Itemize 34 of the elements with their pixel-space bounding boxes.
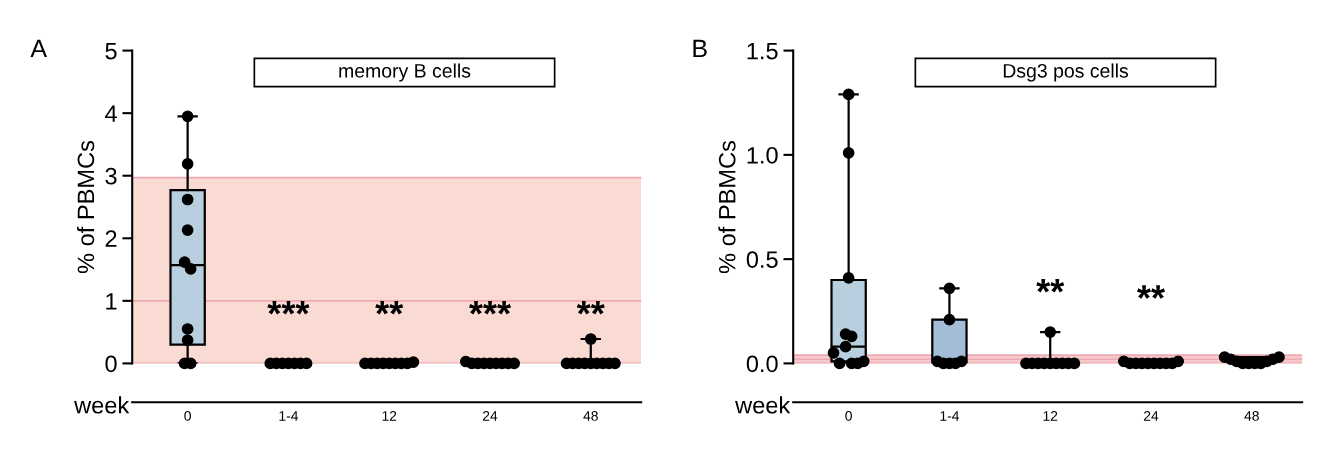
annotation: ***	[267, 300, 310, 315]
x-tick-label: 0	[184, 410, 191, 421]
y-tick-label: 1.5	[747, 42, 778, 60]
y-tick-label: 2	[105, 230, 117, 247]
y-axis-title: % of PBMCs	[76, 140, 95, 274]
annotation: **	[375, 300, 404, 315]
y-axis-title: % of PBMCs	[718, 140, 736, 274]
text: A	[30, 39, 48, 58]
y-tick-label: 4	[105, 105, 117, 122]
x-axis-title: week	[735, 396, 791, 414]
annotation: **	[1137, 285, 1165, 299]
y-tick-label: 5	[105, 42, 117, 60]
y-tick-label: 0.0	[746, 355, 778, 373]
x-tick-label: 0	[845, 410, 852, 421]
x-tick-label: 24	[482, 410, 498, 421]
text: memory B cells	[339, 63, 471, 82]
x-tick-label: 12	[1043, 410, 1058, 421]
annotation: ***	[469, 300, 512, 315]
annotation: **	[576, 300, 605, 315]
y-tick-label: 3	[105, 167, 117, 185]
x-tick-label: 24	[1143, 410, 1159, 421]
x-axis-title: week	[74, 396, 130, 414]
y-tick-label: 0	[105, 355, 117, 373]
text: Dsg3 pos cells	[1003, 63, 1129, 82]
y-tick-label: 1	[106, 293, 117, 310]
x-tick-label: 1-4	[279, 411, 299, 421]
x-tick-label: 48	[583, 410, 598, 421]
y-tick-label: 0.5	[746, 251, 778, 268]
x-tick-label: 48	[1244, 410, 1259, 421]
text: B	[693, 39, 707, 58]
x-tick-label: 12	[382, 410, 397, 421]
y-tick-label: 1.0	[747, 146, 778, 164]
x-tick-label: 1-4	[940, 411, 960, 421]
annotation: **	[1036, 279, 1065, 293]
